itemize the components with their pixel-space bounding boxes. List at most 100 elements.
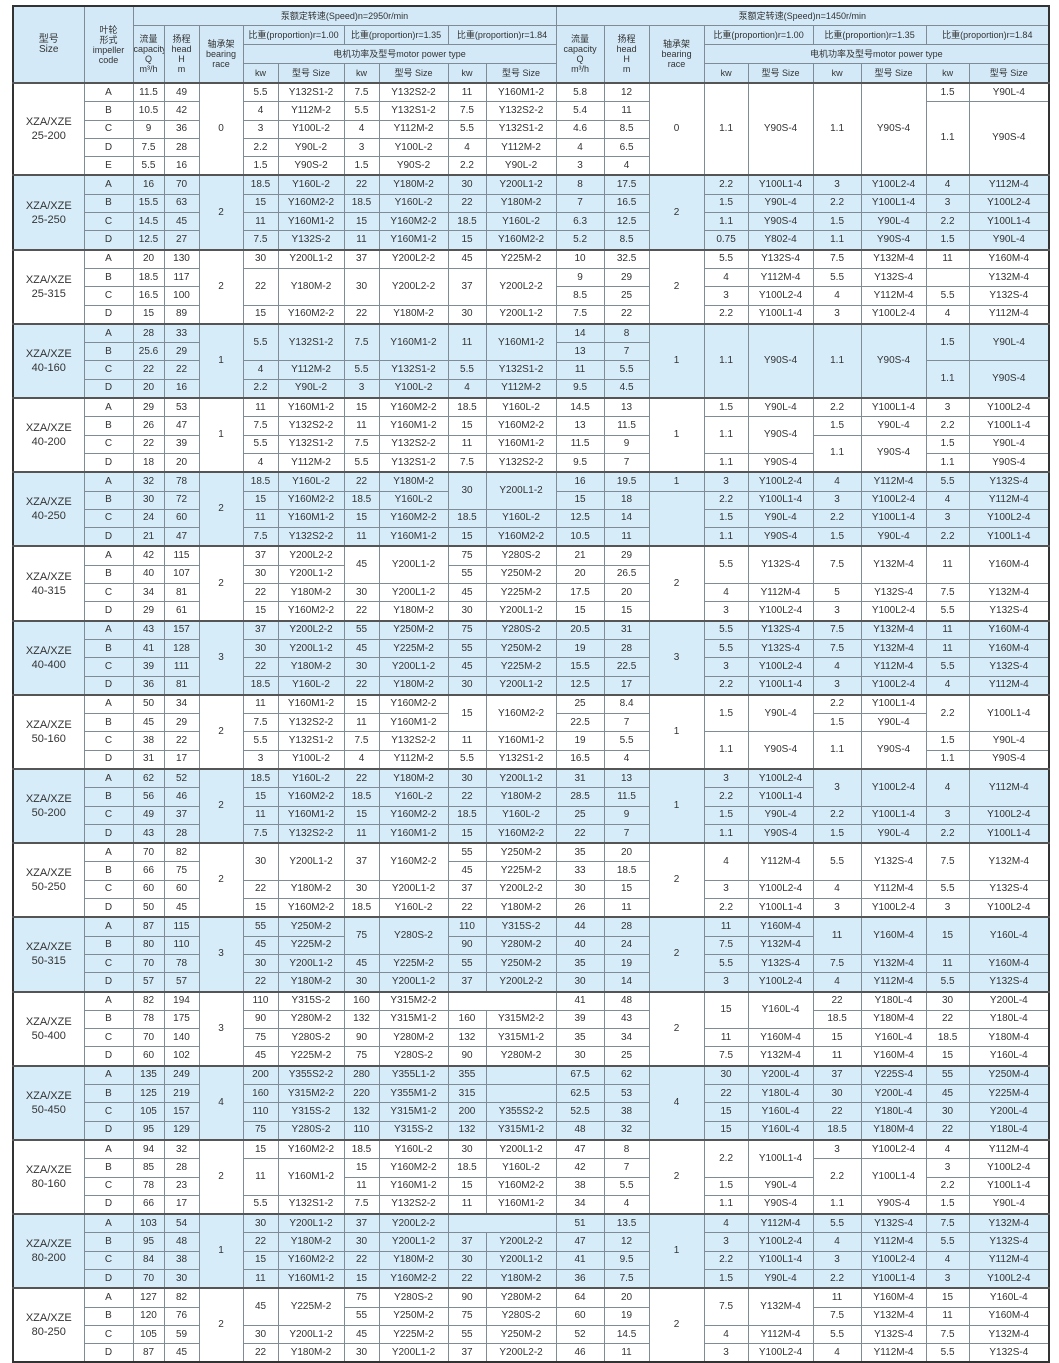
table-cell: 45 [242, 1287, 279, 1326]
table-cell: 15 [343, 212, 380, 232]
table-cell: 52 [555, 1324, 605, 1345]
table-cell: 45 [343, 545, 380, 585]
table-cell: 75 [343, 916, 380, 955]
table-cell: 7.5 [343, 1194, 380, 1215]
pump-model-cell: XZA/XZE 40-200 [12, 397, 85, 473]
table-row: D 66 17 5.5 Y132S1-2 7.5 Y132S2-2 11 Y160M1-2 34 4… [13, 1194, 1050, 1215]
table-cell: 37 [447, 1232, 487, 1252]
table-cell: 3 [703, 471, 749, 492]
table-cell: B [83, 787, 134, 807]
table-cell: Y112M-2 [277, 101, 345, 121]
table-cell: 157 [163, 1102, 200, 1122]
table-cell: 16.5 [555, 749, 605, 770]
table-row: B 56 46 15 Y160M2-2 18.5 Y160L-2 22 Y180M-2 28.5 1… [13, 787, 1049, 807]
table-cell: 3 [925, 193, 970, 214]
table-cell: Y132S1-2 [277, 1194, 345, 1215]
pump-model-cell: XZA/XZE 40-250 [12, 471, 85, 547]
table-cell: 125 [132, 1084, 165, 1104]
table-cell: 30 [447, 1138, 487, 1160]
table-cell: A [83, 82, 134, 103]
table-cell: 1 [648, 693, 705, 770]
pump-model-cell: XZA/XZE 80-250 [12, 1287, 85, 1363]
table-cell: 44 [555, 916, 605, 937]
table-cell: 11 [343, 416, 380, 436]
pump-model-cell: XZA/XZE 40-160 [12, 322, 85, 399]
table-cell: Y315M1-2 [378, 1102, 449, 1122]
table-cell: 3 [703, 1232, 749, 1252]
table-cell: Y100L1-4 [860, 193, 927, 214]
table-cell: 2 [198, 767, 244, 844]
table-cell: Y160L-2 [378, 193, 449, 214]
table-cell: Y180M-2 [277, 1343, 345, 1363]
table-cell: 36 [132, 675, 165, 696]
header-bearing-race: 轴承架 bearing race [648, 25, 705, 84]
table-cell: 132 [343, 1102, 380, 1122]
table-cell: 2.2 [812, 193, 862, 214]
header-motor-power-type: 电机功率及型号motor power type [703, 44, 1050, 64]
pump-model-cell: XZA/XZE 25-315 [12, 248, 85, 325]
table-cell: 1 [648, 322, 705, 399]
table-cell: 45 [343, 1324, 380, 1345]
table-cell: Y100L1-4 [747, 174, 814, 195]
table-cell: 20 [132, 248, 165, 269]
table-cell: 22 [242, 879, 279, 900]
table-cell: Y250M-2 [378, 1306, 449, 1326]
table-cell: Y160L-2 [277, 174, 345, 195]
table-cell: Y100L-2 [378, 378, 449, 399]
table-cell: 17 [163, 749, 200, 770]
table-cell: Y90S-4 [747, 731, 814, 770]
table-cell: Y90S-4 [968, 101, 1050, 176]
table-cell: Y90L-4 [968, 731, 1050, 751]
table-cell: 45 [163, 1343, 200, 1363]
table-cell: 22 [132, 434, 165, 454]
table-cell: 30 [925, 990, 970, 1011]
table-cell: 5.5 [242, 1194, 279, 1215]
table-cell: Y225M-2 [378, 1324, 449, 1345]
table-cell: Y200L2-2 [378, 248, 449, 269]
table-cell: Y100L1-4 [860, 805, 927, 825]
table-cell: Y200L1-2 [485, 174, 557, 195]
table-cell: Y100L-2 [277, 119, 345, 139]
table-cell: Y132S1-2 [277, 731, 345, 751]
table-cell: 12.5 [555, 675, 605, 696]
table-cell: Y200L1-2 [378, 972, 449, 993]
table-cell: Y250M-2 [485, 953, 557, 974]
table-cell: Y250M-2 [485, 564, 557, 585]
table-cell: Y160M-4 [968, 248, 1050, 269]
table-row: D 70 30 11 Y160M1-2 15 Y160M2-2 22 Y180M-2 36 7.5 1… [13, 1269, 1050, 1289]
table-cell: Y132S1-2 [378, 452, 449, 473]
table-cell: 30 [343, 583, 380, 603]
table-cell: Y200L1-2 [378, 583, 449, 603]
table-cell: 15 [343, 805, 380, 825]
table-cell: 18.5 [603, 861, 650, 881]
table-cell: 59 [163, 1324, 200, 1345]
table-cell: 30 [447, 471, 487, 510]
table-cell: 3 [703, 601, 749, 622]
header-speed-1450: 泵额定转速(Speed)n=1450r/min [555, 5, 1050, 26]
table-cell: Y132S-4 [968, 601, 1050, 622]
table-cell: A [83, 1138, 134, 1160]
table-cell: Y180M-2 [378, 675, 449, 696]
table-cell: 7.5 [812, 638, 862, 659]
table-cell: 7.5 [812, 545, 862, 585]
table-cell: 14.5 [603, 1324, 650, 1345]
table-cell: 25 [603, 1046, 650, 1067]
table-cell: Y315S-2 [277, 990, 345, 1011]
table-cell [447, 990, 557, 1011]
table-cell: 24 [132, 508, 165, 529]
table-cell: 45 [163, 212, 200, 232]
table-cell: 47 [163, 416, 200, 436]
table-cell: 22 [242, 1343, 279, 1363]
table-cell: Y180M-2 [378, 174, 449, 195]
table-cell: Y160M2-2 [378, 212, 449, 232]
table-cell: 1.1 [925, 360, 970, 399]
table-cell: 2.2 [812, 508, 862, 529]
table-cell: 89 [163, 304, 200, 325]
table-cell: Y90S-4 [747, 81, 814, 176]
pump-model-cell: XZA/XZE 25-250 [12, 174, 85, 251]
table-cell: 22 [343, 675, 380, 696]
table-cell: 11 [925, 638, 970, 659]
header-motor-size: 型号 Size [378, 63, 449, 84]
table-cell: 13 [603, 397, 650, 418]
table-cell: 18.5 [925, 1028, 970, 1048]
